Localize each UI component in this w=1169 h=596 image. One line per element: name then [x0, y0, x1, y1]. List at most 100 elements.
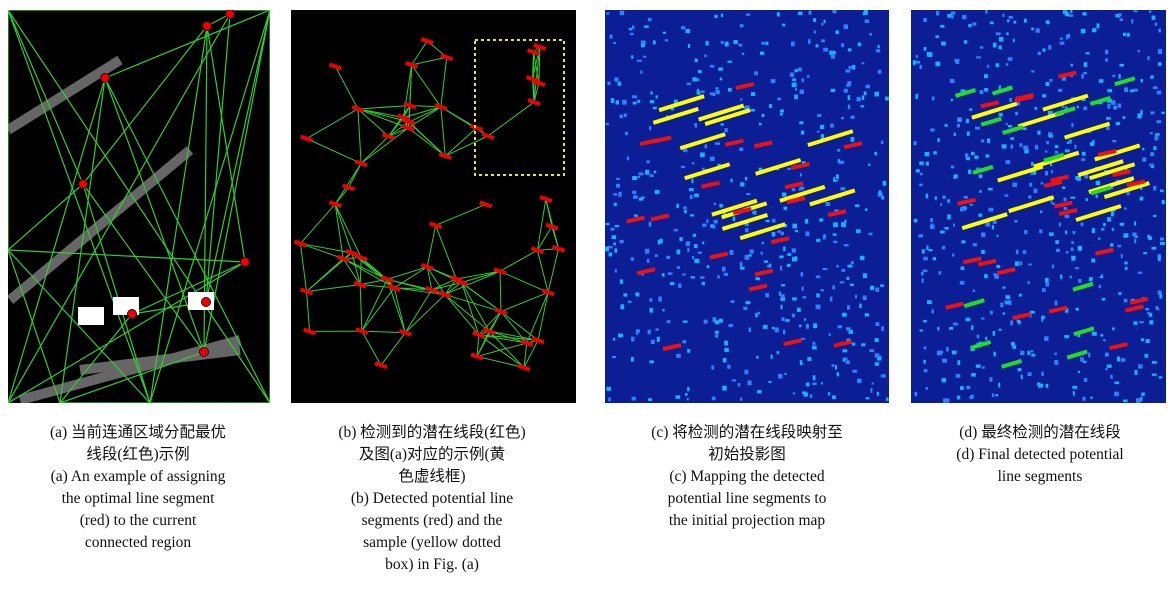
- speckle: [831, 364, 834, 367]
- speckle: [981, 139, 984, 142]
- speckle: [681, 166, 685, 168]
- speckle: [618, 334, 623, 338]
- caption-line: 色虚线框): [287, 466, 577, 488]
- speckle: [805, 219, 808, 224]
- speckle: [1065, 12, 1069, 16]
- speckle: [1041, 182, 1044, 184]
- speckle: [655, 254, 658, 257]
- speckle: [667, 320, 671, 323]
- speckle: [987, 65, 989, 68]
- speckle: [1092, 28, 1096, 32]
- speckle: [1083, 107, 1087, 111]
- speckle: [1035, 107, 1038, 110]
- speckle: [914, 219, 918, 222]
- speckle: [926, 194, 929, 199]
- speckle: [662, 273, 665, 276]
- speckle: [682, 274, 685, 276]
- speckle: [930, 225, 935, 229]
- speckle: [1150, 111, 1154, 114]
- speckle: [732, 379, 736, 381]
- speckle: [802, 78, 804, 82]
- speckle: [742, 53, 744, 55]
- speckle: [785, 373, 787, 375]
- speckle: [982, 366, 985, 368]
- speckle: [993, 352, 995, 357]
- speckle: [719, 204, 722, 208]
- speckle: [1123, 33, 1126, 36]
- speckle: [1038, 52, 1041, 55]
- speckle: [1029, 183, 1032, 187]
- speckle: [1150, 152, 1154, 156]
- speckle: [792, 188, 795, 191]
- speckle: [861, 343, 865, 346]
- speckle: [692, 162, 695, 164]
- speckle: [1124, 262, 1127, 265]
- speckle: [832, 285, 835, 289]
- speckle: [731, 179, 733, 183]
- speckle: [840, 281, 845, 283]
- speckle: [1120, 18, 1124, 21]
- speckle: [833, 177, 835, 182]
- speckle: [702, 224, 706, 227]
- speckle: [836, 30, 839, 34]
- speckle: [666, 256, 670, 259]
- speckle: [724, 348, 728, 352]
- speckle: [996, 235, 998, 237]
- speckle: [1140, 110, 1142, 115]
- speckle: [706, 41, 709, 46]
- speckle: [781, 284, 785, 286]
- speckle: [1027, 351, 1030, 355]
- speckle: [1112, 228, 1114, 231]
- speckle: [791, 41, 795, 46]
- speckle: [619, 115, 623, 119]
- speckle: [748, 254, 751, 256]
- speckle: [1065, 231, 1067, 235]
- speckle: [1037, 131, 1040, 135]
- speckle: [841, 222, 846, 227]
- speckle: [1114, 382, 1119, 385]
- speckle: [808, 11, 811, 15]
- speckle: [616, 178, 620, 180]
- speckle: [943, 398, 947, 403]
- speckle: [1008, 125, 1012, 127]
- speckle: [769, 104, 772, 108]
- speckle: [999, 37, 1004, 42]
- speckle: [993, 331, 996, 336]
- speckle: [1070, 197, 1075, 199]
- speckle: [1155, 23, 1157, 26]
- speckle: [952, 351, 957, 355]
- speckle: [999, 113, 1003, 117]
- speckle: [1014, 21, 1017, 24]
- node: [79, 180, 88, 189]
- speckle: [800, 90, 804, 94]
- speckle: [1039, 229, 1042, 233]
- speckle: [637, 60, 642, 62]
- speckle: [999, 45, 1002, 49]
- speckle: [1151, 75, 1154, 77]
- speckle: [813, 323, 817, 328]
- speckle: [686, 241, 690, 246]
- speckle: [1157, 91, 1162, 95]
- speckle: [836, 174, 839, 178]
- speckle: [1084, 378, 1087, 382]
- speckle: [638, 176, 640, 178]
- speckle: [689, 188, 694, 191]
- speckle: [693, 234, 696, 237]
- speckle: [858, 43, 861, 47]
- speckle: [953, 323, 958, 326]
- speckle: [650, 91, 652, 94]
- speckle: [719, 319, 723, 323]
- speckle: [658, 297, 662, 302]
- speckle: [923, 320, 927, 322]
- speckle: [1152, 374, 1157, 376]
- speckle: [654, 171, 657, 174]
- speckle: [863, 273, 867, 278]
- speckle: [1124, 87, 1128, 92]
- speckle: [1003, 312, 1005, 314]
- node: [200, 348, 209, 357]
- speckle: [1046, 82, 1050, 86]
- speckle: [1002, 286, 1005, 288]
- speckle: [746, 193, 750, 195]
- speckle: [979, 174, 983, 178]
- speckle: [1127, 33, 1130, 37]
